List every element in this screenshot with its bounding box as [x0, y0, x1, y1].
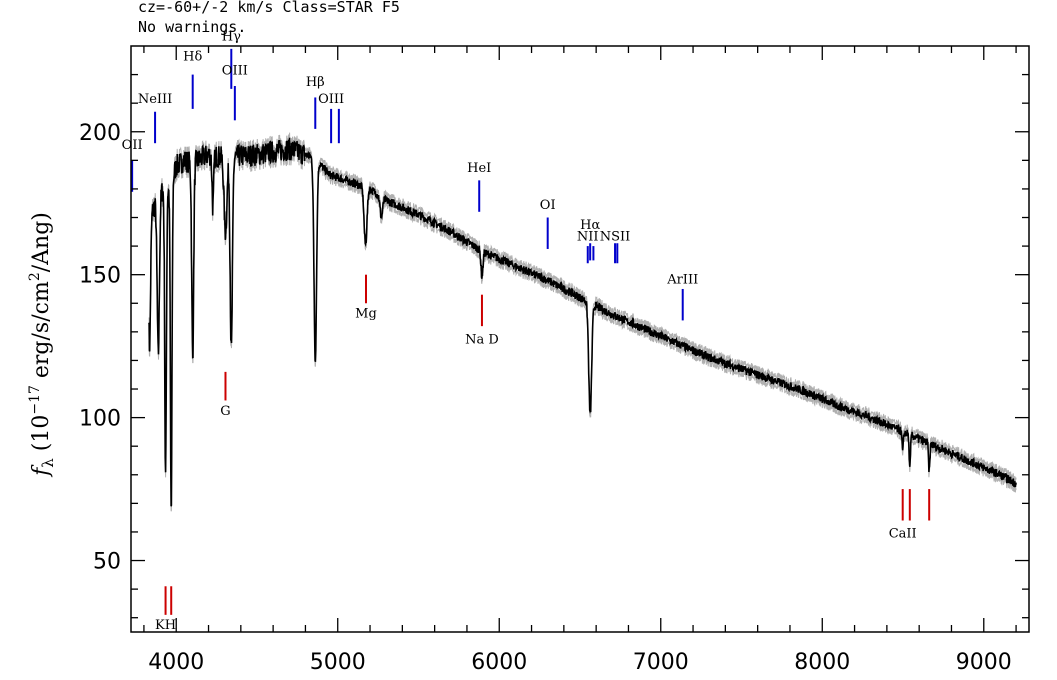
emission-line-label: NeIII: [138, 92, 172, 107]
axis-ticks: 4000 5000 6000 7000 8000 9000 50 100 150 200: [79, 46, 1029, 675]
ylabel-units-c: /Ang): [29, 212, 54, 272]
x-tick-label: 5000: [310, 650, 366, 675]
emission-line-label: HeI: [467, 161, 491, 176]
x-tick-label: 6000: [471, 650, 527, 675]
emission-line-label: Hγ: [222, 29, 241, 44]
emission-line-label: OI: [540, 198, 556, 213]
emission-line-label: OIII: [222, 64, 248, 79]
x-tick-label: 9000: [956, 650, 1012, 675]
plot-frame: [130, 45, 1030, 633]
y-tick-label: 150: [79, 264, 121, 289]
emission-line-label: NII: [577, 229, 599, 244]
x-tick-label: 7000: [633, 650, 689, 675]
absorption-line-label: Na D: [465, 332, 499, 347]
x-tick-label: 4000: [148, 650, 204, 675]
emission-line-label: OII: [122, 138, 143, 153]
absorption-line-label: G: [220, 404, 230, 419]
x-tick-label: 8000: [794, 650, 850, 675]
ylabel-units-a: (10: [29, 415, 54, 459]
error-upper: [148, 132, 1017, 502]
ylabel-sq: 2: [27, 272, 43, 281]
emission-line-label: Hα: [580, 218, 600, 233]
emission-line-label: ArIII: [666, 272, 698, 287]
emission-line-label: NSII: [600, 229, 631, 244]
y-tick-label: 100: [79, 407, 121, 432]
emission-line-label: OIII: [318, 92, 344, 107]
absorption-line-label: CaII: [889, 527, 917, 542]
y-tick-label: 50: [93, 550, 121, 575]
ylabel-lambda: λ: [39, 458, 57, 468]
warnings-line: No warnings.: [138, 18, 247, 36]
ylabel-exp: −17: [27, 385, 43, 415]
emission-line-label: Hβ: [306, 75, 325, 90]
y-tick-label: 200: [79, 121, 121, 146]
absorption-line-label: KH: [155, 618, 176, 633]
spectrum-line: [148, 137, 1017, 507]
absorption-line-label: Mg: [355, 307, 377, 322]
emission-line-label: Hδ: [183, 49, 202, 64]
error-lower: [148, 142, 1017, 512]
y-axis-label: fλ (10−17 erg/s/cm2/Ang): [27, 212, 57, 478]
redshift-class-line: cz=-60+/-2 km/s Class=STAR F5: [138, 0, 400, 16]
ylabel-units-b: erg/s/cm: [29, 281, 54, 385]
spectrum-header: cz=-60+/-2 km/s Class=STAR F5 No warning…: [138, 0, 400, 37]
spectrum-layer: [148, 132, 1017, 512]
